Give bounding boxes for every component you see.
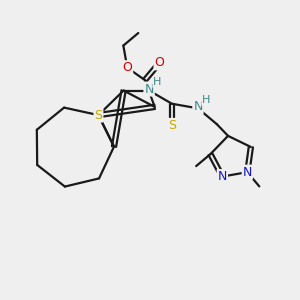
Text: N: N — [144, 82, 154, 95]
Text: H: H — [153, 77, 162, 87]
Text: N: N — [218, 170, 227, 183]
Text: O: O — [122, 61, 132, 74]
Text: N: N — [193, 100, 203, 113]
Text: S: S — [168, 119, 176, 132]
Text: O: O — [154, 56, 164, 69]
Text: H: H — [202, 95, 211, 105]
Text: S: S — [94, 109, 102, 122]
Text: N: N — [243, 166, 252, 178]
